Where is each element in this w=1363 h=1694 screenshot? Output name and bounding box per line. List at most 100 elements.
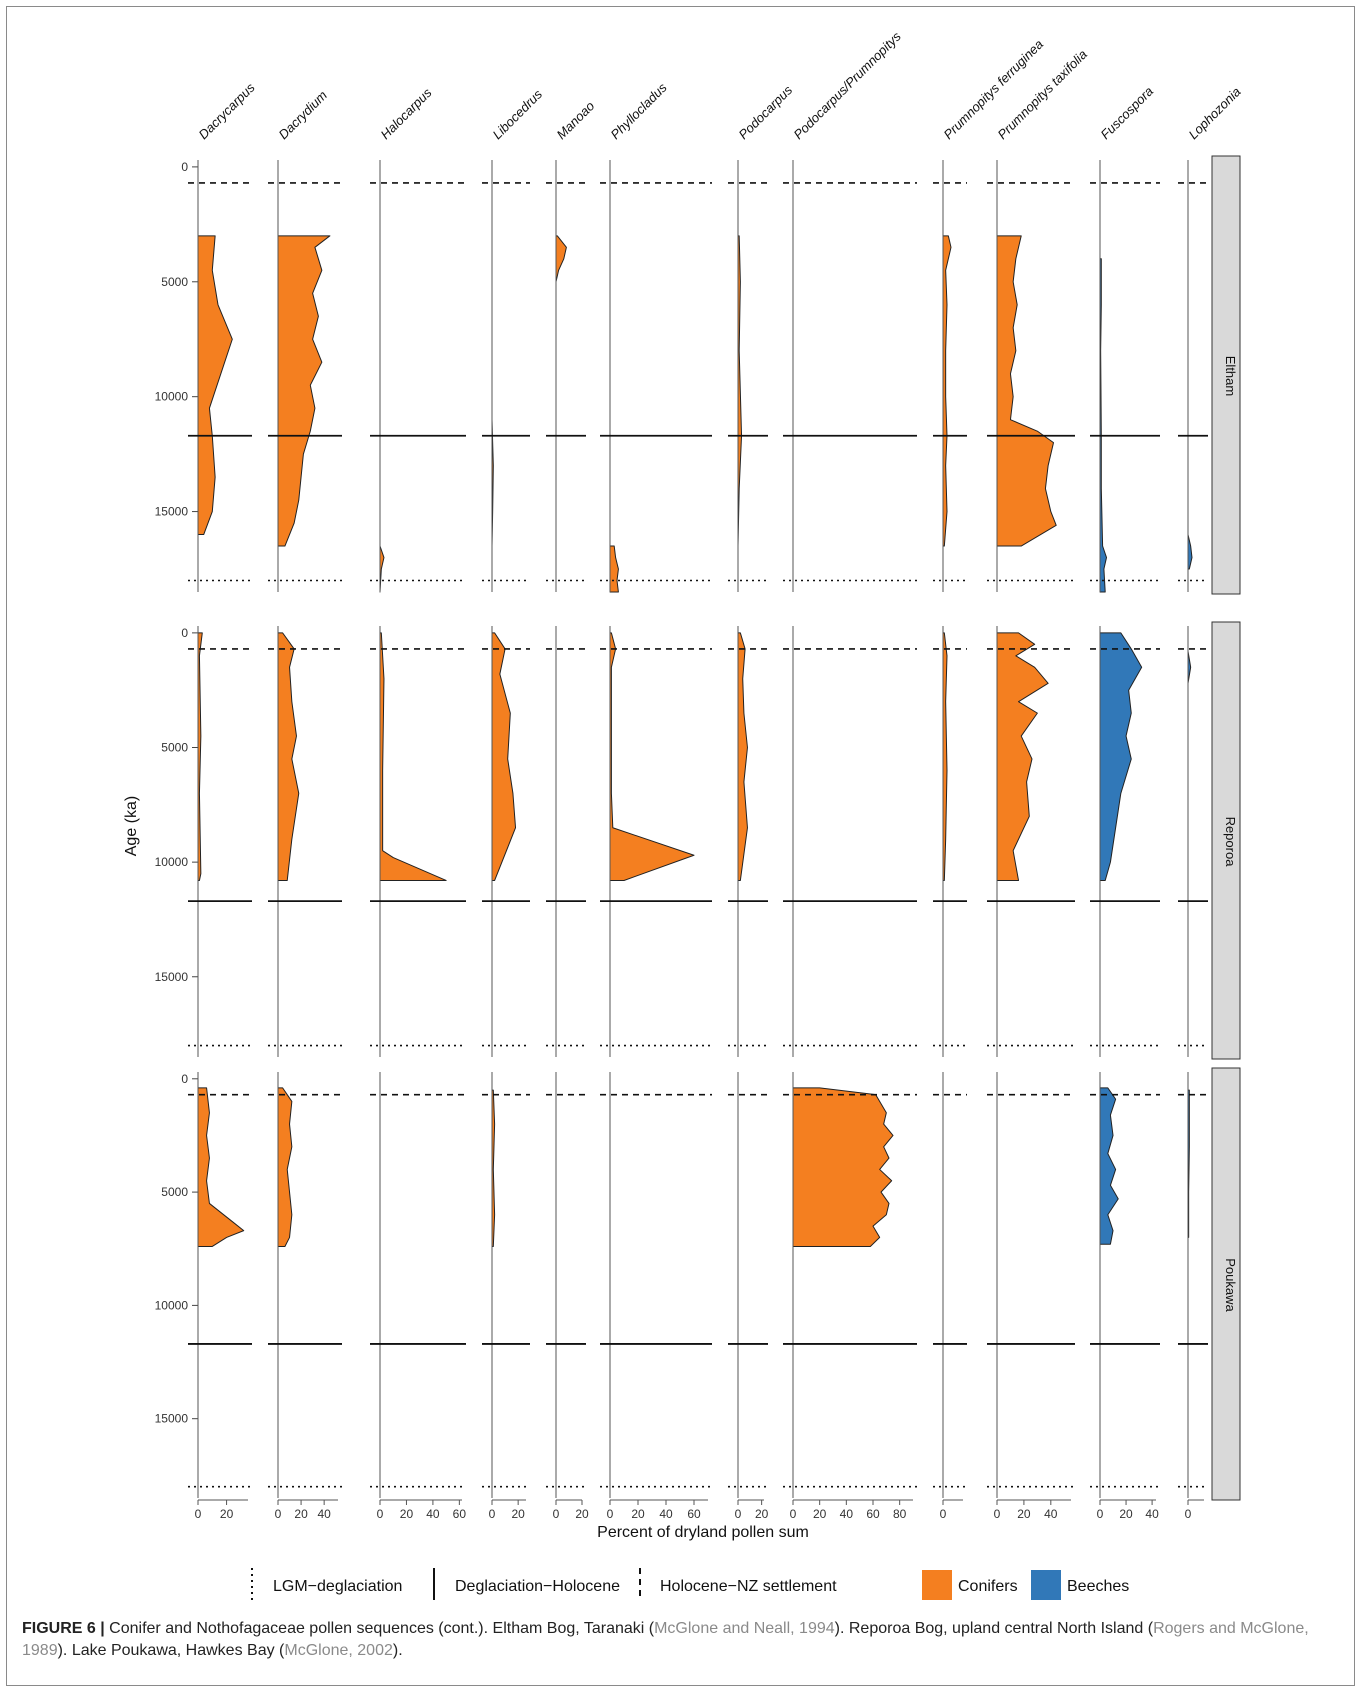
x-tick-label: 20 bbox=[294, 1507, 308, 1521]
age-tick-label: 15000 bbox=[155, 1412, 189, 1426]
site-label-eltham: Eltham bbox=[1223, 356, 1238, 396]
x-tick-label: 60 bbox=[453, 1507, 467, 1521]
legend-label-deglaciation-holocene: Deglaciation−Holocene bbox=[455, 1578, 620, 1595]
curve-reporoa-dacrycarpus bbox=[197, 632, 203, 881]
x-tick-label: 0 bbox=[607, 1507, 614, 1521]
curve-eltham-manoao bbox=[555, 235, 567, 283]
curve-eltham-prumnopitys-taxifolia bbox=[996, 235, 1057, 547]
x-tick-label: 20 bbox=[755, 1507, 769, 1521]
curve-reporoa-podocarpus bbox=[737, 632, 748, 881]
curve-eltham-podocarpus bbox=[737, 235, 743, 547]
x-tick-label: 0 bbox=[377, 1507, 384, 1521]
legend-label-holocene-nz-settlement: Holocene−NZ settlement bbox=[660, 1578, 837, 1595]
curve-eltham-dacrydium bbox=[277, 235, 331, 547]
taxon-header-podocarpus-prumnopitys: Podocarpus/Prumnopitys bbox=[791, 28, 905, 142]
x-tick-label: 0 bbox=[994, 1507, 1001, 1521]
x-tick-label: 40 bbox=[1145, 1507, 1159, 1521]
site-strip bbox=[1211, 1067, 1241, 1501]
x-tick-label: 60 bbox=[687, 1507, 701, 1521]
curve-poukawa-fuscospora bbox=[1099, 1087, 1119, 1245]
legend-label-lgm-deglaciation: LGM−deglaciation bbox=[273, 1578, 402, 1595]
x-tick-label: 40 bbox=[659, 1507, 673, 1521]
taxon-header-libocedrus: Libocedrus bbox=[490, 86, 546, 142]
age-tick-label: 0 bbox=[181, 626, 188, 640]
x-tick-label: 0 bbox=[1097, 1507, 1104, 1521]
caption-text-3: ). Lake Poukawa, Hawkes Bay ( bbox=[57, 1642, 285, 1659]
legend-swatch-beeches bbox=[1031, 1570, 1061, 1600]
caption-citation-3[interactable]: McGlone, 2002 bbox=[284, 1642, 393, 1659]
x-tick-label: 0 bbox=[553, 1507, 560, 1521]
x-tick-label: 0 bbox=[275, 1507, 282, 1521]
site-label-poukawa: Poukawa bbox=[1223, 1258, 1238, 1312]
x-tick-label: 0 bbox=[1185, 1507, 1192, 1521]
taxon-header-halocarpus: Halocarpus bbox=[378, 85, 435, 142]
curve-reporoa-prumnopitys-ferruginea bbox=[942, 632, 948, 881]
y-axis-title: Age (ka) bbox=[123, 796, 140, 856]
caption-citation-1[interactable]: McGlone and Neall, 1994 bbox=[654, 1620, 835, 1637]
x-tick-label: 40 bbox=[426, 1507, 440, 1521]
legend-swatch-conifers bbox=[922, 1570, 952, 1600]
curve-eltham-lophozonia bbox=[1187, 534, 1193, 570]
x-tick-label: 40 bbox=[317, 1507, 331, 1521]
caption-text-2: ). Reporoa Bog, upland central North Isl… bbox=[834, 1620, 1154, 1637]
x-tick-label: 0 bbox=[195, 1507, 202, 1521]
curve-eltham-prumnopitys-ferruginea bbox=[942, 235, 952, 547]
taxon-header-lophozonia: Lophozonia bbox=[1186, 84, 1244, 142]
caption-citation-2[interactable]: Rogers and McGlone, 1989 bbox=[22, 1620, 1309, 1659]
x-tick-label: 20 bbox=[511, 1507, 525, 1521]
x-tick-label: 40 bbox=[840, 1507, 854, 1521]
curve-reporoa-halocarpus bbox=[379, 632, 447, 881]
age-tick-label: 0 bbox=[181, 160, 188, 174]
age-tick-label: 10000 bbox=[155, 855, 189, 869]
x-tick-label: 20 bbox=[220, 1507, 234, 1521]
caption-text-1: Conifer and Nothofagaceae pollen sequenc… bbox=[104, 1620, 655, 1637]
x-axis-title: Percent of dryland pollen sum bbox=[597, 1524, 809, 1541]
pollen-diagram: Dacrycarpus Dacrydium Halocarpus Libocedrus… bbox=[123, 28, 1244, 1600]
curve-poukawa-dacrydium bbox=[277, 1087, 293, 1247]
site-strip bbox=[1211, 155, 1241, 595]
x-tick-label: 60 bbox=[866, 1507, 880, 1521]
taxon-header-dacrydium: Dacrydium bbox=[276, 87, 331, 142]
taxon-header-prumnopitys-taxifolia: Prumnopitys taxifolia bbox=[995, 47, 1090, 142]
taxon-header-manoao: Manoao bbox=[554, 98, 598, 142]
x-tick-label: 80 bbox=[893, 1507, 907, 1521]
figure-caption: FIGURE 6 | Conifer and Nothofagaceae pol… bbox=[22, 1618, 1340, 1662]
figure-frame bbox=[6, 6, 1355, 1686]
curve-poukawa-podocarpus-prumnopitys bbox=[792, 1087, 894, 1247]
site-label-reporoa: Reporoa bbox=[1223, 817, 1238, 868]
curve-reporoa-prumnopitys-taxifolia bbox=[996, 632, 1049, 881]
legend-label-conifers: Conifers bbox=[958, 1578, 1018, 1595]
age-tick-label: 5000 bbox=[161, 741, 188, 755]
curve-poukawa-dacrycarpus bbox=[197, 1087, 245, 1247]
taxon-header-prumnopitys-ferruginea: Prumnopitys ferruginea bbox=[941, 36, 1047, 142]
x-tick-label: 0 bbox=[790, 1507, 797, 1521]
x-tick-label: 20 bbox=[813, 1507, 827, 1521]
curve-eltham-dacrycarpus bbox=[197, 235, 233, 536]
age-tick-label: 15000 bbox=[155, 970, 189, 984]
x-tick-label: 0 bbox=[735, 1507, 742, 1521]
curve-eltham-halocarpus bbox=[379, 545, 385, 593]
age-tick-label: 5000 bbox=[161, 1185, 188, 1199]
x-tick-label: 20 bbox=[400, 1507, 414, 1521]
legend-label-beeches: Beeches bbox=[1067, 1578, 1129, 1595]
x-tick-label: 0 bbox=[489, 1507, 496, 1521]
age-tick-label: 5000 bbox=[161, 275, 188, 289]
taxon-header-dacrycarpus: Dacrycarpus bbox=[196, 80, 259, 143]
site-strip bbox=[1211, 621, 1241, 1060]
taxon-header-podocarpus: Podocarpus bbox=[736, 82, 796, 142]
taxon-header-fuscospora: Fuscospora bbox=[1098, 83, 1157, 142]
age-tick-label: 15000 bbox=[155, 505, 189, 519]
x-tick-label: 20 bbox=[1119, 1507, 1133, 1521]
curve-eltham-fuscospora bbox=[1099, 258, 1108, 593]
curve-reporoa-fuscospora bbox=[1099, 632, 1143, 881]
x-tick-label: 20 bbox=[631, 1507, 645, 1521]
curve-reporoa-dacrydium bbox=[277, 632, 300, 881]
taxon-header-phyllocladus: Phyllocladus bbox=[608, 80, 671, 143]
curve-reporoa-phyllocladus bbox=[609, 632, 695, 881]
age-tick-label: 10000 bbox=[155, 1298, 189, 1312]
x-tick-label: 20 bbox=[575, 1507, 589, 1521]
caption-label: FIGURE 6 | bbox=[22, 1620, 105, 1637]
x-tick-label: 40 bbox=[1044, 1507, 1058, 1521]
curve-eltham-phyllocladus bbox=[609, 545, 619, 593]
caption-text-4: ). bbox=[392, 1642, 403, 1659]
